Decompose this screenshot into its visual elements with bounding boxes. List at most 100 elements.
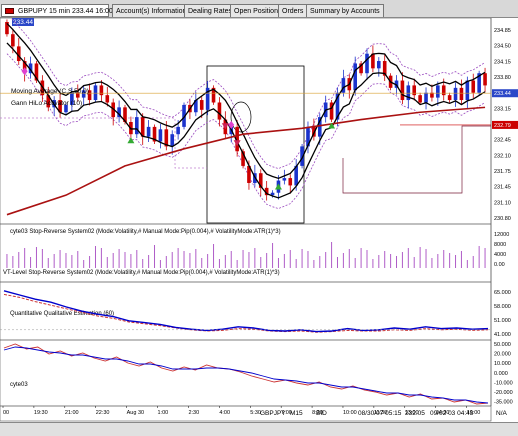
bull-candle	[158, 129, 163, 142]
volume-bar	[53, 254, 55, 268]
signal-diamond-icon	[228, 120, 235, 129]
tab-orders[interactable]: Orders	[278, 4, 308, 17]
volume-bar	[419, 247, 421, 268]
volume-bar	[449, 253, 451, 268]
bull-candle	[170, 134, 175, 147]
bull-candle	[335, 92, 340, 120]
volume-bar	[460, 251, 462, 268]
bull-candle	[341, 78, 346, 93]
volume-tick-label: 0.00	[494, 262, 505, 268]
qqe-tick-label: 58.000	[494, 304, 511, 310]
bull-candle	[135, 117, 139, 135]
bear-candle	[447, 95, 452, 101]
tab-account-information[interactable]: Account(s) Information	[112, 4, 191, 17]
chart-area[interactable]: 233.44 Moving Average (C,S,50,0) Gann Hi…	[0, 13, 518, 422]
bull-candle	[294, 165, 298, 186]
bear-candle	[258, 173, 263, 188]
bull-candle	[477, 73, 481, 93]
qqe-label: Quantitative Qualitative Estimation (60)	[10, 311, 114, 317]
bear-candle	[99, 85, 104, 96]
sell-arrow-icon	[221, 123, 229, 130]
bear-candle	[235, 126, 239, 152]
time-tick-label: 19:30	[34, 410, 48, 416]
qqe-fast-line	[3, 290, 489, 333]
volume-bar	[201, 258, 203, 268]
time-tick-label: 14:30	[436, 410, 450, 416]
status-time2: 09/02 03 04:43	[430, 410, 474, 417]
time-tick-label: 00	[3, 410, 9, 416]
volume-bar	[295, 259, 297, 268]
status-price: 232.05	[405, 410, 425, 417]
time-tick-label: 22:30	[96, 410, 110, 416]
bear-candle	[288, 178, 293, 186]
bear-candle	[471, 80, 476, 93]
volume-bar	[484, 248, 486, 268]
tab-summary-by-accounts[interactable]: Summary by Accounts	[306, 4, 384, 17]
volume-bar	[124, 252, 126, 268]
volume-bar	[331, 242, 333, 268]
axes: 234.85 234.50 234.15 233.80 233.44 233.15 232.…	[2, 28, 518, 416]
bear-candle	[382, 61, 387, 76]
target-box	[342, 125, 491, 194]
tab-dealing-rates[interactable]: Dealing Rates	[184, 4, 236, 17]
timeframe-select[interactable]: M15	[290, 410, 303, 417]
volume-panel	[6, 242, 486, 268]
time-tick-label: 11:30	[374, 410, 387, 416]
price-badge-text: 233.44	[13, 19, 33, 26]
symbol-select[interactable]: GBPJPY	[260, 410, 286, 417]
volume-bar	[431, 258, 433, 268]
chart-title-text: GBPUPY 15 min 233.44 16:00:00	[18, 8, 123, 15]
time-tick-label: 2:30	[188, 410, 199, 416]
chart-title-tab[interactable]: GBPUPY 15 min 233.44 16:00:00	[1, 4, 123, 17]
bear-candle	[371, 53, 375, 69]
price-tick-label: 234.85	[494, 28, 511, 34]
volume-bar	[384, 251, 386, 268]
bear-candle	[459, 87, 464, 101]
volume-bar	[18, 252, 20, 268]
volume-bar	[360, 248, 362, 268]
qqe-tick-label: 65.000	[494, 290, 511, 296]
chart-frame	[0, 17, 492, 422]
volume-bar	[260, 257, 262, 268]
bear-candle	[418, 95, 422, 103]
volume-bar	[425, 249, 427, 268]
volume-bar	[242, 250, 244, 268]
price-tick-label: 232.45	[494, 138, 511, 144]
moving-average-line	[6, 106, 486, 216]
price-tick-label: 234.15	[494, 59, 511, 65]
bear-candle	[87, 90, 92, 101]
price-tick-label: 231.45	[494, 185, 511, 191]
volume-bar	[472, 256, 474, 268]
bear-candle	[11, 34, 15, 47]
bull-candle	[70, 92, 74, 105]
time-tick-label: 5:30	[250, 410, 261, 416]
price-tick-label: 232.10	[494, 153, 511, 159]
bull-candle	[300, 146, 304, 166]
bull-candle	[182, 104, 186, 127]
bull-candle	[176, 126, 180, 135]
bid-select[interactable]: BID	[316, 410, 327, 417]
time-tick-label: 1:00	[158, 410, 169, 416]
bull-candle	[406, 85, 411, 101]
bull-candle	[317, 117, 322, 137]
bull-candle	[270, 192, 275, 196]
volume-bar	[148, 255, 150, 268]
volume-bar	[112, 253, 114, 268]
volume-bar	[165, 256, 167, 268]
volume-bar	[236, 260, 238, 268]
gann-guide	[0, 117, 207, 169]
bear-candle	[400, 80, 405, 101]
volume-bar	[248, 252, 250, 268]
bull-candle	[424, 92, 428, 103]
volume-bar	[218, 259, 220, 268]
price-tick-label: 234.50	[494, 44, 511, 50]
volume-bar	[159, 260, 161, 268]
bear-candle	[483, 73, 487, 86]
volume-bar	[313, 260, 315, 268]
volume-bar	[59, 250, 61, 268]
bear-candle	[58, 100, 62, 113]
price-badge	[12, 17, 34, 26]
volume-bar	[41, 249, 43, 268]
bear-candle	[75, 92, 80, 98]
volume-bar	[195, 249, 197, 268]
